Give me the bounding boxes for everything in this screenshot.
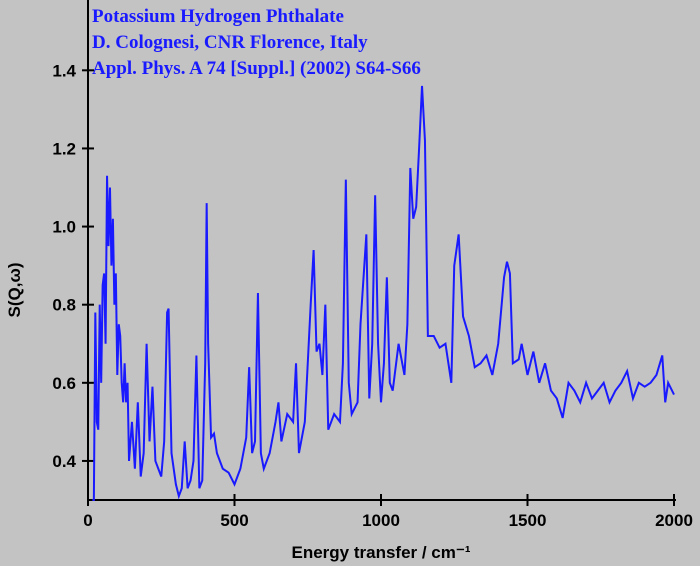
x-tick-label: 1500 <box>509 511 547 530</box>
data-line <box>92 85 675 501</box>
x-tick-label: 2000 <box>655 511 693 530</box>
y-tick-label: 0.6 <box>52 374 76 393</box>
x-axis-label: Energy transfer / cm⁻¹ <box>291 543 470 562</box>
x-tick-label: 500 <box>220 511 248 530</box>
title-line: D. Colognesi, CNR Florence, Italy <box>92 32 368 53</box>
y-tick-label: 1.2 <box>52 139 76 158</box>
y-tick-label: 1.4 <box>52 61 76 80</box>
x-tick-label: 1000 <box>362 511 400 530</box>
title-line: Appl. Phys. A 74 [Suppl.] (2002) S64-S66 <box>92 58 421 79</box>
x-tick-label: 0 <box>83 511 92 530</box>
y-tick-label: 0.4 <box>52 452 76 471</box>
y-tick-label: 1.0 <box>52 218 76 237</box>
y-axis-label: S(Q,ω) <box>5 263 24 318</box>
y-tick-label: 0.8 <box>52 296 76 315</box>
title-line: Potassium Hydrogen Phthalate <box>92 6 344 27</box>
